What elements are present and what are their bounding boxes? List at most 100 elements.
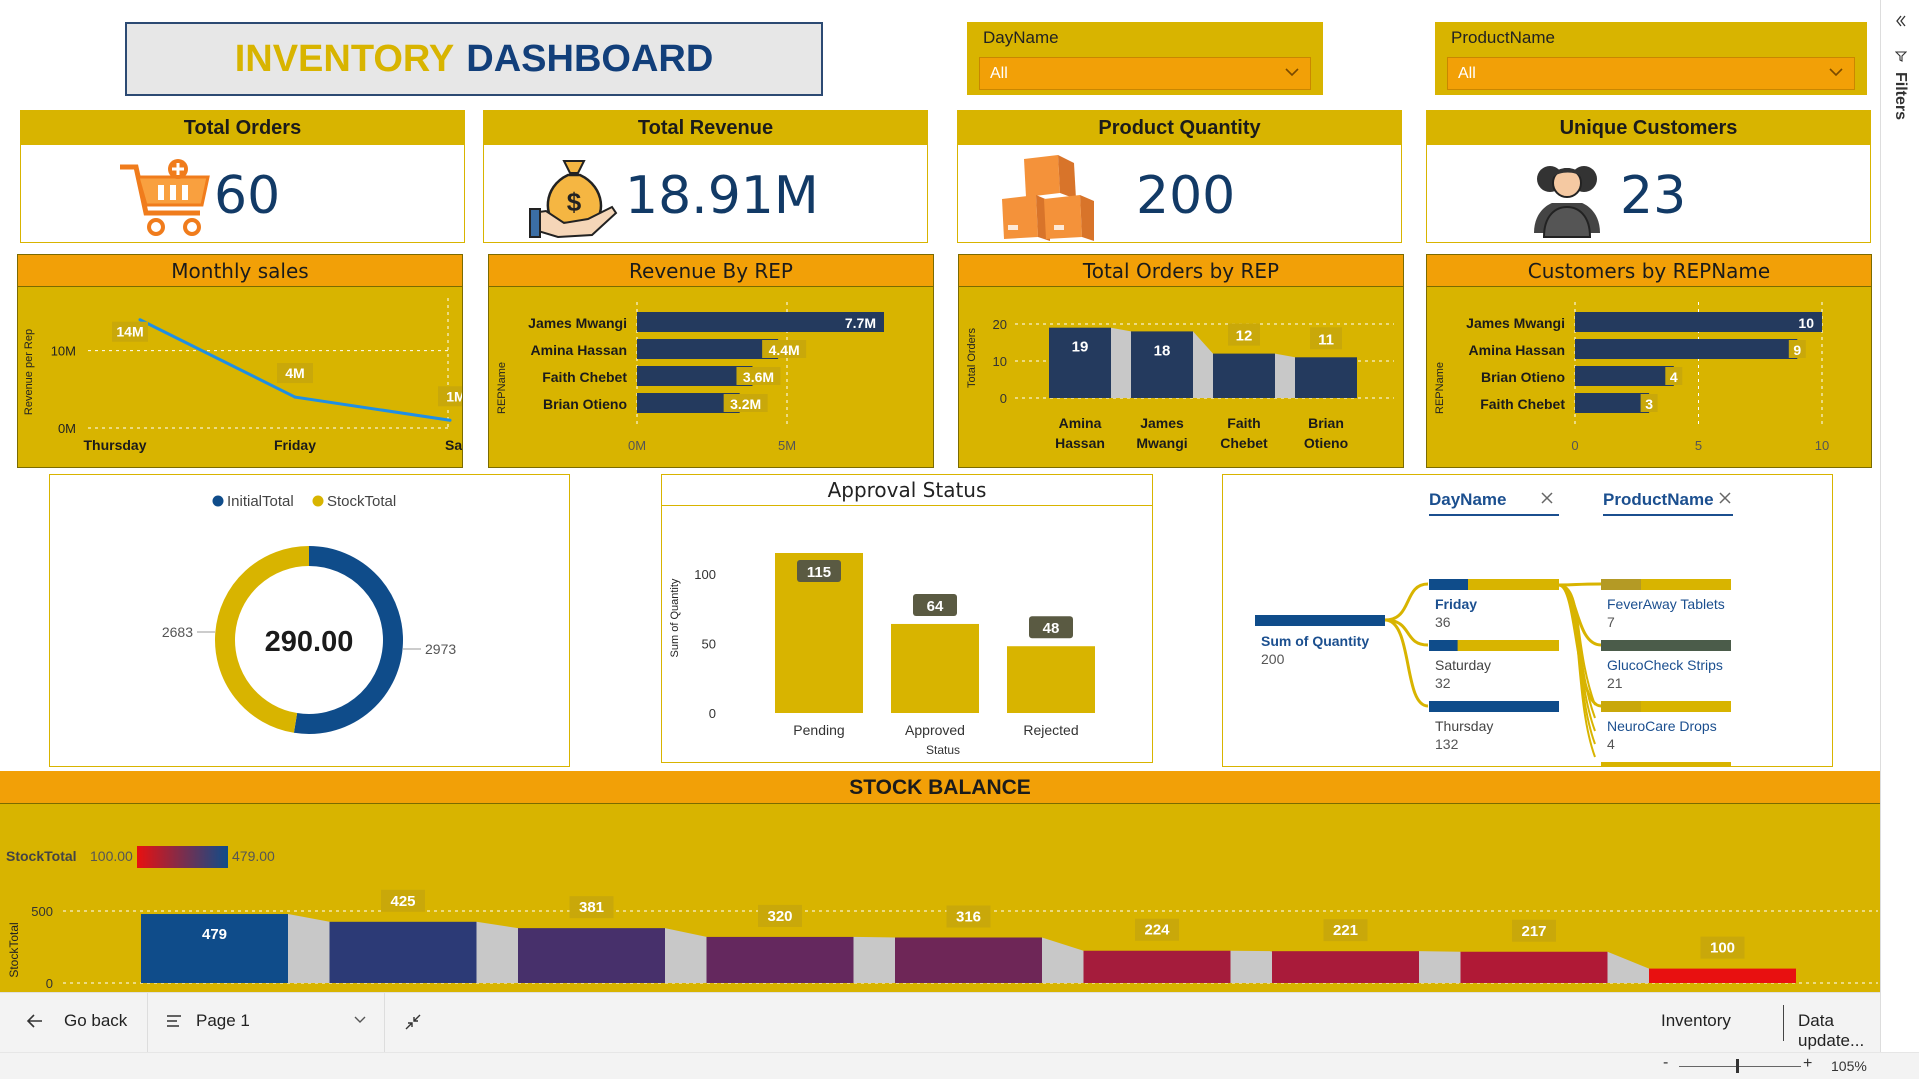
approval-status-chart[interactable]: Sum of Quantity 0 50 100 115 Pending 64 Approve…: [662, 506, 1152, 762]
data-label: 316: [956, 908, 981, 925]
filters-pane[interactable]: Filters: [1880, 0, 1919, 1052]
slicer-value: All: [1458, 65, 1476, 82]
data-label: 224: [1144, 922, 1170, 939]
legend-label: StockTotal: [327, 493, 396, 510]
orders-by-rep-chart[interactable]: Total Orders 0 10 20 19 Amina Hassan 18 James Mwa…: [959, 288, 1403, 467]
data-label-bg: [1135, 918, 1179, 941]
y-tick-label: 20: [993, 317, 1007, 332]
dashboard-title: INVENTORY DASHBOARD: [125, 22, 823, 96]
data-label-bg: [381, 889, 425, 912]
y-tick-label: 500: [31, 904, 53, 919]
data-label-bg: [1323, 919, 1368, 942]
data-label-bg: [758, 904, 802, 927]
data-label: 381: [579, 899, 604, 916]
page-selector[interactable]: Page 1: [166, 1011, 366, 1031]
bar: [895, 937, 1042, 983]
x-tick-label: 10: [1815, 438, 1829, 453]
filters-label[interactable]: Filters: [1892, 72, 1909, 121]
bar: [637, 393, 740, 413]
dayname-slicer: DayName All: [967, 22, 1323, 95]
ribbon: [1275, 353, 1295, 398]
chevron-left-double-icon[interactable]: [1896, 15, 1906, 27]
bar: [1083, 950, 1231, 983]
tree-bar-bg: [1429, 640, 1559, 651]
data-label: 115: [807, 564, 831, 581]
productname-slicer: ProductName All: [1435, 22, 1867, 95]
zoom-slider-thumb[interactable]: [1736, 1059, 1739, 1073]
panel-title: Monthly sales: [18, 255, 462, 287]
arrow-left-icon: [26, 1014, 42, 1028]
customers-by-rep-panel: Customers by REPName REPName 0 5 10 James Mw…: [1426, 254, 1872, 468]
x-tick-label: Chebet: [1220, 435, 1268, 451]
data-label-bg: [946, 905, 991, 928]
tree-node-label: Sum of Quantity: [1261, 633, 1369, 649]
bar: [1575, 312, 1822, 332]
y-tick-label: 50: [702, 636, 716, 651]
zoom-out-button[interactable]: -: [1663, 1054, 1669, 1071]
y-tick-label: 10M: [51, 344, 76, 359]
axis-title: Total Orders: [966, 328, 978, 388]
decomposition-tree[interactable]: DayName ProductName Sum of Quantity 200 Frid…: [1223, 475, 1832, 766]
bar: [329, 921, 477, 983]
x-tick-label: 0: [1571, 438, 1578, 453]
axis-title: Status: [926, 743, 960, 757]
slicer-label: DayName: [983, 28, 1059, 47]
title-part1: INVENTORY: [234, 37, 455, 80]
panel-title: Total Orders by REP: [959, 255, 1403, 287]
x-tick-label: Approved: [905, 722, 965, 738]
data-label: 4M: [285, 365, 304, 381]
tree-bar: [1601, 640, 1731, 651]
tree-node-label: Thursday: [1435, 718, 1493, 734]
bar: [891, 623, 979, 713]
stock-balance-chart[interactable]: StockTotal 100.00 479.00 StockTotal 0 500 479 C…: [0, 805, 1880, 992]
bar: [1460, 951, 1608, 983]
revenue-by-rep-chart[interactable]: REPName 0M 5M James Mwangi 7.7M Amina Hassan 4…: [489, 288, 933, 467]
kpi-title: Unique Customers: [1427, 111, 1870, 145]
legend-dot: [212, 495, 224, 507]
category-label: Faith Chebet: [1480, 396, 1565, 412]
data-updated[interactable]: Data update...: [1798, 1011, 1865, 1050]
tree-node-label: Friday: [1435, 596, 1477, 612]
x-tick-label: MedGuard Tablets: [1665, 990, 1779, 992]
dayname-dropdown[interactable]: All: [979, 57, 1311, 90]
chevron-down-icon: [1285, 68, 1299, 77]
data-label: 217: [1521, 923, 1546, 940]
kpi-total-revenue: Total Revenue $ 18.91M: [483, 110, 928, 243]
x-tick-label: RespiraEase Inhaler: [905, 990, 1032, 992]
bar: [1649, 968, 1796, 983]
tree-connector: [1558, 583, 1602, 708]
bar: [141, 914, 288, 983]
report-name[interactable]: Inventory: [1661, 1011, 1731, 1030]
tree-header: DayName: [1429, 490, 1507, 509]
bar: [1007, 646, 1095, 713]
category-label: Amina Hassan: [531, 342, 627, 358]
collapse-icon[interactable]: [404, 1013, 422, 1031]
x-tick-label: 0M: [628, 438, 646, 453]
ribbon: [1230, 950, 1272, 983]
tree-bar-bg: [1429, 579, 1559, 590]
productname-dropdown[interactable]: All: [1447, 57, 1855, 90]
x-tick-label: Mwangi: [1136, 435, 1187, 451]
x-tick-label: Saturday: [445, 437, 462, 453]
data-label: 18: [1154, 342, 1171, 359]
tree-node-value: 132: [1435, 736, 1459, 752]
decomposition-tree-panel: DayName ProductName Sum of Quantity 200 Frid…: [1222, 474, 1833, 767]
data-label-bg: [438, 386, 462, 407]
data-label-bg: [1640, 394, 1658, 412]
donut-panel: InitialTotal StockTotal 2973 2683 290.00: [49, 474, 570, 767]
zoom-in-button[interactable]: +: [1803, 1055, 1813, 1072]
monthly-sales-chart[interactable]: Revenue per Rep 0M 10M 14M Thursday 4M Friday 1…: [18, 288, 462, 467]
customers-by-rep-chart[interactable]: REPName 0 5 10 James Mwangi 10 Amina Hassan 9 Br…: [1427, 288, 1871, 467]
kpi-value: 200: [1136, 166, 1236, 226]
tree-node-label: Saturday: [1435, 657, 1491, 673]
data-label: 9: [1793, 342, 1801, 358]
svg-text:$: $: [567, 187, 582, 217]
zoom-slider-track[interactable]: [1679, 1066, 1801, 1067]
legend-label: InitialTotal: [227, 493, 294, 510]
go-back-button[interactable]: Go back: [26, 1011, 127, 1031]
donut-chart[interactable]: InitialTotal StockTotal 2973 2683 290.00: [50, 475, 569, 766]
bar: [1575, 366, 1674, 386]
tree-bar: [1255, 615, 1385, 626]
bar: [1295, 357, 1357, 398]
data-label: 48: [1043, 620, 1060, 637]
